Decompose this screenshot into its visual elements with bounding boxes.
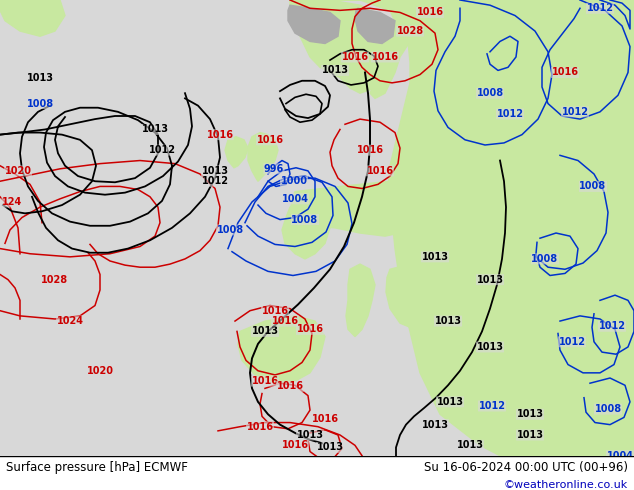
Text: 1016: 1016 — [356, 145, 384, 155]
Text: 1012: 1012 — [586, 3, 614, 13]
Text: 1013: 1013 — [321, 66, 349, 75]
Text: Su 16-06-2024 00:00 UTC (00+96): Su 16-06-2024 00:00 UTC (00+96) — [424, 461, 628, 474]
Text: 1013: 1013 — [141, 124, 169, 134]
Text: 1016: 1016 — [552, 68, 578, 77]
Text: 1008: 1008 — [531, 254, 559, 264]
Polygon shape — [238, 316, 325, 383]
Text: 1013: 1013 — [316, 442, 344, 452]
Text: 1012: 1012 — [496, 109, 524, 119]
Polygon shape — [248, 133, 278, 181]
Text: 1024: 1024 — [56, 316, 84, 326]
Text: 1004: 1004 — [281, 194, 309, 204]
Polygon shape — [355, 8, 395, 44]
Text: 1012: 1012 — [202, 176, 228, 186]
Text: 1013: 1013 — [517, 430, 543, 440]
Polygon shape — [282, 202, 330, 259]
Text: 1013: 1013 — [477, 342, 503, 352]
Text: 1016: 1016 — [257, 135, 283, 145]
Text: 1016: 1016 — [311, 415, 339, 424]
Text: 1016: 1016 — [247, 422, 273, 432]
Text: 1013: 1013 — [456, 441, 484, 450]
Text: 1013: 1013 — [477, 274, 503, 285]
Polygon shape — [288, 5, 340, 44]
Polygon shape — [346, 264, 375, 337]
Text: 1012: 1012 — [559, 337, 586, 347]
Text: 1008: 1008 — [27, 98, 53, 109]
Text: 1000: 1000 — [280, 176, 307, 186]
Text: 1012: 1012 — [562, 107, 588, 117]
Text: 1013: 1013 — [436, 397, 463, 407]
Text: 1012: 1012 — [479, 401, 505, 411]
Text: 1016: 1016 — [207, 130, 233, 140]
Text: 1016: 1016 — [276, 381, 304, 392]
Text: 1008: 1008 — [216, 225, 243, 235]
Text: 1016: 1016 — [366, 166, 394, 176]
Polygon shape — [290, 181, 415, 236]
Text: 1012: 1012 — [148, 145, 176, 155]
Polygon shape — [355, 0, 430, 98]
Text: 1013: 1013 — [297, 430, 323, 440]
Text: 996: 996 — [264, 164, 284, 174]
Polygon shape — [225, 137, 248, 168]
Text: 1016: 1016 — [281, 441, 309, 450]
Text: Surface pressure [hPa] ECMWF: Surface pressure [hPa] ECMWF — [6, 461, 188, 474]
Text: 1016: 1016 — [417, 7, 444, 18]
Polygon shape — [290, 0, 400, 93]
Polygon shape — [320, 0, 400, 31]
Polygon shape — [388, 0, 634, 456]
Polygon shape — [386, 264, 448, 329]
Text: 124: 124 — [2, 197, 22, 207]
Text: 1008: 1008 — [579, 181, 607, 192]
Text: 1016: 1016 — [271, 316, 299, 326]
Text: 1020: 1020 — [4, 166, 32, 176]
Text: 1008: 1008 — [476, 88, 503, 98]
Text: 1013: 1013 — [202, 166, 228, 176]
Text: 1012: 1012 — [598, 321, 626, 331]
Text: 1008: 1008 — [595, 404, 621, 414]
Text: 1013: 1013 — [422, 252, 448, 262]
Text: 1028: 1028 — [396, 26, 424, 36]
Text: 1008: 1008 — [292, 215, 318, 224]
Text: 1016: 1016 — [252, 376, 278, 386]
Text: 1013: 1013 — [517, 409, 543, 419]
Text: 1013: 1013 — [434, 316, 462, 326]
Text: 1016: 1016 — [372, 52, 399, 62]
Text: 1028: 1028 — [41, 274, 68, 285]
Text: 1016: 1016 — [297, 324, 323, 334]
Text: 1013: 1013 — [422, 419, 448, 430]
Text: ©weatheronline.co.uk: ©weatheronline.co.uk — [503, 480, 628, 490]
Text: 1004: 1004 — [607, 451, 633, 461]
Text: 1020: 1020 — [86, 366, 113, 376]
Text: 1013: 1013 — [27, 73, 53, 83]
Text: 1016: 1016 — [261, 306, 288, 316]
Text: 1016: 1016 — [342, 52, 368, 62]
Text: 1013: 1013 — [252, 326, 278, 337]
Polygon shape — [0, 0, 65, 36]
